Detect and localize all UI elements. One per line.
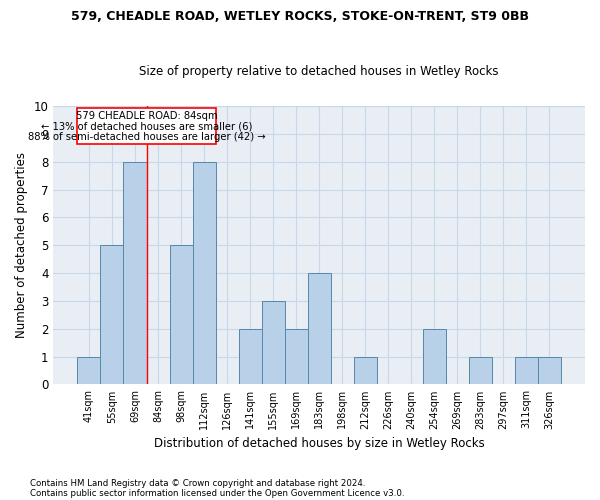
Bar (193, 162, 215, 384)
Text: 579, CHEADLE ROAD, WETLEY ROCKS, STOKE-ON-TRENT, ST9 0BB: 579, CHEADLE ROAD, WETLEY ROCKS, STOKE-O… (71, 10, 529, 23)
Y-axis label: Number of detached properties: Number of detached properties (15, 152, 28, 338)
Text: ← 13% of detached houses are smaller (6): ← 13% of detached houses are smaller (6) (41, 122, 252, 132)
Bar (170, 245, 193, 384)
Text: 88% of semi-detached houses are larger (42) →: 88% of semi-detached houses are larger (… (28, 132, 265, 141)
Bar (469, 356, 492, 384)
Bar (239, 329, 262, 384)
Bar (262, 301, 284, 384)
Text: Contains public sector information licensed under the Open Government Licence v3: Contains public sector information licen… (30, 488, 404, 498)
Bar (538, 356, 561, 384)
Bar (423, 329, 446, 384)
X-axis label: Distribution of detached houses by size in Wetley Rocks: Distribution of detached houses by size … (154, 437, 485, 450)
Bar (515, 356, 538, 384)
Bar (353, 356, 377, 384)
Bar (284, 329, 308, 384)
Text: 579 CHEADLE ROAD: 84sqm: 579 CHEADLE ROAD: 84sqm (76, 111, 217, 121)
Text: Contains HM Land Registry data © Crown copyright and database right 2024.: Contains HM Land Registry data © Crown c… (30, 478, 365, 488)
Bar (308, 273, 331, 384)
Title: Size of property relative to detached houses in Wetley Rocks: Size of property relative to detached ho… (139, 66, 499, 78)
Bar (77, 356, 100, 384)
Bar (77, 108, 215, 144)
Bar (100, 245, 124, 384)
Bar (124, 162, 146, 384)
